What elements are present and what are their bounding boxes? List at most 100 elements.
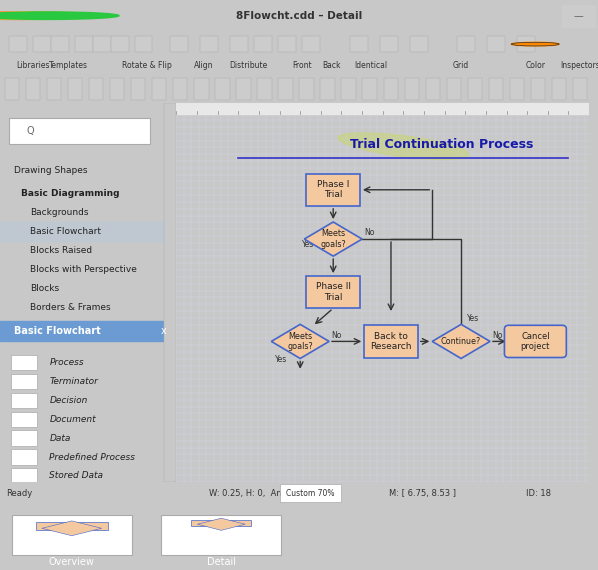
Polygon shape bbox=[271, 324, 329, 359]
Bar bbox=[36, 522, 108, 530]
Bar bbox=[9, 36, 27, 52]
Bar bbox=[457, 36, 475, 52]
Text: No: No bbox=[493, 331, 503, 340]
Text: Cancel
project: Cancel project bbox=[521, 332, 550, 351]
Polygon shape bbox=[304, 222, 362, 256]
Bar bbox=[230, 36, 248, 52]
Text: Basic Flowchart: Basic Flowchart bbox=[14, 326, 101, 336]
Bar bbox=[321, 78, 335, 100]
Text: Phase II
Trial: Phase II Trial bbox=[316, 282, 350, 302]
Text: Ready: Ready bbox=[6, 488, 32, 498]
Bar bbox=[236, 78, 251, 100]
Bar bbox=[11, 449, 37, 465]
Bar bbox=[380, 36, 398, 52]
Text: Detail: Detail bbox=[207, 557, 236, 567]
Text: Process: Process bbox=[50, 358, 84, 367]
Bar bbox=[278, 36, 296, 52]
Bar bbox=[68, 78, 83, 100]
Text: Yes: Yes bbox=[276, 355, 288, 364]
Bar bbox=[405, 78, 419, 100]
Polygon shape bbox=[432, 324, 490, 359]
Text: M: [ 6.75, 8.53 ]: M: [ 6.75, 8.53 ] bbox=[389, 488, 456, 498]
Bar bbox=[9, 118, 150, 144]
Text: Meets
goals?: Meets goals? bbox=[287, 332, 313, 351]
Bar bbox=[302, 36, 320, 52]
Text: Back to
Research: Back to Research bbox=[370, 332, 411, 351]
Bar bbox=[350, 36, 368, 52]
Ellipse shape bbox=[338, 133, 469, 160]
Bar bbox=[362, 78, 377, 100]
Text: Templates: Templates bbox=[49, 61, 89, 70]
Text: x: x bbox=[161, 326, 167, 336]
Bar bbox=[254, 36, 272, 52]
Text: Color: Color bbox=[525, 61, 545, 70]
Bar bbox=[278, 78, 292, 100]
Text: Custom 70%: Custom 70% bbox=[286, 488, 335, 498]
Text: Data: Data bbox=[50, 434, 71, 442]
Bar bbox=[135, 36, 152, 52]
Text: Phase I
Trial: Phase I Trial bbox=[317, 180, 349, 200]
Bar bbox=[552, 78, 566, 100]
Text: Blocks Raised: Blocks Raised bbox=[30, 246, 92, 255]
Bar bbox=[341, 78, 356, 100]
Text: Q: Q bbox=[26, 126, 34, 136]
Bar bbox=[200, 36, 218, 52]
Bar bbox=[410, 36, 428, 52]
Text: Basic Diagramming: Basic Diagramming bbox=[21, 189, 120, 198]
Bar bbox=[509, 78, 524, 100]
Text: Identical: Identical bbox=[354, 61, 388, 70]
Bar bbox=[164, 103, 176, 482]
Circle shape bbox=[0, 12, 119, 19]
Text: Inspectors: Inspectors bbox=[560, 61, 598, 70]
Bar bbox=[111, 36, 129, 52]
Text: Stored Data: Stored Data bbox=[50, 471, 103, 481]
Text: Overview: Overview bbox=[49, 557, 94, 567]
Bar bbox=[517, 36, 535, 52]
Bar bbox=[152, 78, 166, 100]
Text: Borders & Frames: Borders & Frames bbox=[30, 303, 111, 312]
Text: Align: Align bbox=[194, 61, 213, 70]
Bar bbox=[257, 78, 271, 100]
Bar bbox=[191, 520, 251, 526]
Bar bbox=[562, 5, 595, 27]
Polygon shape bbox=[42, 521, 102, 536]
Circle shape bbox=[0, 12, 87, 19]
Text: Blocks: Blocks bbox=[30, 284, 59, 293]
Bar bbox=[11, 469, 37, 483]
Circle shape bbox=[0, 12, 103, 19]
Bar bbox=[11, 355, 37, 370]
Circle shape bbox=[511, 42, 559, 46]
Text: No: No bbox=[364, 228, 374, 237]
Bar bbox=[11, 430, 37, 446]
Bar bbox=[489, 78, 503, 100]
Bar bbox=[426, 78, 440, 100]
Bar bbox=[33, 36, 51, 52]
Text: Continue?: Continue? bbox=[441, 337, 481, 346]
Bar bbox=[11, 393, 37, 408]
Text: Blocks with Perspective: Blocks with Perspective bbox=[30, 265, 137, 274]
Text: Back: Back bbox=[323, 61, 341, 70]
FancyBboxPatch shape bbox=[306, 174, 360, 206]
Text: Terminator: Terminator bbox=[50, 377, 98, 386]
Bar bbox=[215, 78, 230, 100]
Bar bbox=[11, 412, 37, 427]
Text: Front: Front bbox=[292, 61, 312, 70]
Bar bbox=[12, 515, 132, 555]
Text: —: — bbox=[573, 11, 583, 21]
FancyBboxPatch shape bbox=[505, 325, 566, 357]
Text: Rotate & Flip: Rotate & Flip bbox=[121, 61, 172, 70]
Text: Basic Flowchart: Basic Flowchart bbox=[30, 227, 101, 236]
Text: Predefined Process: Predefined Process bbox=[50, 453, 135, 462]
Bar bbox=[170, 36, 188, 52]
Bar bbox=[0, 320, 176, 341]
Text: Yes: Yes bbox=[467, 314, 480, 323]
Text: ID: 18: ID: 18 bbox=[526, 488, 551, 498]
Text: Backgrounds: Backgrounds bbox=[30, 208, 89, 217]
Bar bbox=[300, 78, 314, 100]
Bar bbox=[93, 36, 111, 52]
Bar bbox=[89, 78, 103, 100]
Bar bbox=[487, 36, 505, 52]
Bar bbox=[161, 515, 281, 555]
Bar bbox=[531, 78, 545, 100]
Bar bbox=[0, 222, 176, 241]
